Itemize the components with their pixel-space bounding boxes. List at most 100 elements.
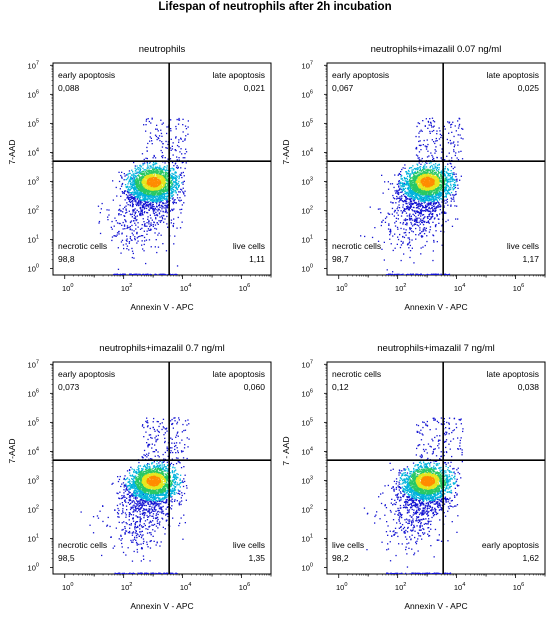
y-tick-label: 103 — [28, 475, 39, 485]
y-tick-label: 105 — [28, 417, 39, 427]
quadrant-label: live cells — [233, 540, 265, 550]
x-tick-label: 100 — [62, 283, 73, 293]
y-tick-label: 105 — [28, 118, 39, 128]
figure-title: Lifespan of neutrophils after 2h incubat… — [158, 1, 392, 13]
quadrant-value: 98,5 — [58, 553, 75, 563]
quadrant-value: 1,62 — [522, 553, 539, 563]
flow-plot-4: neutrophils+imazalil 7 ng/ml necrotic cel… — [281, 343, 546, 611]
quadrant-label: early apoptosis — [58, 369, 115, 379]
quadrant-label: necrotic cells — [58, 241, 107, 251]
y-tick-label: 100 — [28, 563, 39, 573]
plot-frame — [52, 62, 272, 276]
quadrant-value: 0,067 — [332, 83, 354, 93]
quadrant-value: 0,038 — [518, 382, 540, 392]
y-tick-label: 103 — [28, 176, 39, 186]
x-tick-label: 102 — [395, 582, 406, 592]
quadrant-label: necrotic cells — [58, 540, 107, 550]
quadrant-label: necrotic cells — [332, 369, 381, 379]
x-tick-label: 104 — [454, 283, 465, 293]
plot-frame — [326, 361, 546, 575]
y-tick-label: 103 — [302, 176, 313, 186]
x-tick-label: 104 — [454, 582, 465, 592]
quadrant-value: 98,7 — [332, 254, 349, 264]
quadrant-value: 0,060 — [244, 382, 266, 392]
x-tick-label: 100 — [336, 283, 347, 293]
event-dots — [80, 417, 190, 574]
x-tick-label: 104 — [180, 582, 191, 592]
y-tick-label: 106 — [302, 89, 313, 99]
y-tick-label: 106 — [302, 388, 313, 398]
y-tick-label: 105 — [302, 417, 313, 427]
quadrant-label: live cells — [233, 241, 265, 251]
x-tick-label: 102 — [121, 582, 132, 592]
quadrant-value: 1,11 — [249, 254, 265, 264]
y-axis-label: 7-AAD — [281, 140, 291, 165]
event-dots — [360, 117, 464, 275]
y-axis-label: 7-AAD — [7, 439, 17, 464]
x-tick-label: 100 — [336, 582, 347, 592]
y-tick-label: 104 — [28, 147, 39, 157]
y-axis-label: 7 - AAD — [281, 436, 291, 465]
panel-title: neutrophils+imazalil 0.07 ng/ml — [371, 44, 502, 55]
y-tick-label: 101 — [28, 235, 39, 245]
quadrant-value: 98,2 — [332, 553, 349, 563]
quadrant-value: 0,073 — [58, 382, 80, 392]
x-tick-label: 102 — [395, 283, 406, 293]
x-tick-label: 106 — [513, 283, 524, 293]
x-axis-label: Annexin V - APC — [130, 601, 193, 611]
quadrant-value: 0,025 — [518, 83, 540, 93]
quadrant-label: late apoptosis — [213, 369, 265, 379]
y-tick-label: 102 — [302, 504, 313, 514]
x-tick-label: 100 — [62, 582, 73, 592]
y-tick-label: 107 — [28, 359, 39, 369]
quadrant-value: 0,021 — [244, 83, 266, 93]
y-tick-label: 104 — [28, 446, 39, 456]
y-tick-label: 100 — [302, 563, 313, 573]
y-tick-label: 102 — [28, 504, 39, 514]
y-tick-label: 106 — [28, 89, 39, 99]
y-tick-label: 106 — [28, 388, 39, 398]
y-tick-label: 102 — [302, 205, 313, 215]
y-tick-label: 105 — [302, 118, 313, 128]
quadrant-value: 0,12 — [332, 382, 349, 392]
quadrant-value: 1,17 — [522, 254, 539, 264]
quadrant-label: late apoptosis — [213, 70, 265, 80]
quadrant-label: late apoptosis — [487, 70, 539, 80]
y-tick-label: 101 — [28, 534, 39, 544]
y-tick-label: 103 — [302, 475, 313, 485]
y-tick-label: 102 — [28, 205, 39, 215]
quadrant-label: early apoptosis — [58, 70, 115, 80]
quadrant-label: live cells — [507, 241, 539, 251]
flow-plot-2: neutrophils+imazalil 0.07 ng/ml early apo… — [281, 44, 546, 312]
y-tick-label: 100 — [28, 264, 39, 274]
quadrant-value: 1,35 — [248, 553, 265, 563]
x-tick-label: 106 — [513, 582, 524, 592]
x-tick-label: 106 — [239, 582, 250, 592]
y-tick-label: 101 — [302, 235, 313, 245]
x-tick-label: 102 — [121, 283, 132, 293]
y-tick-label: 104 — [302, 446, 313, 456]
quadrant-label: necrotic cells — [332, 241, 381, 251]
quadrant-value: 98,8 — [58, 254, 75, 264]
y-axis-label: 7-AAD — [7, 140, 17, 165]
flow-plot-1: neutrophils early apoptosis 0,088 late apop… — [7, 44, 272, 312]
panel-title: neutrophils — [139, 44, 186, 55]
panel-title: neutrophils+imazalil 7 ng/ml — [377, 343, 495, 354]
x-tick-label: 104 — [180, 283, 191, 293]
x-axis-label: Annexin V - APC — [130, 302, 193, 312]
x-tick-label: 106 — [239, 283, 250, 293]
quadrant-value: 0,088 — [58, 83, 80, 93]
y-tick-label: 107 — [302, 359, 313, 369]
x-axis-label: Annexin V - APC — [404, 302, 467, 312]
quadrant-label: early apoptosis — [332, 70, 389, 80]
quadrant-label: early apoptosis — [482, 540, 539, 550]
quadrant-label: late apoptosis — [487, 369, 539, 379]
quadrant-label: live cells — [332, 540, 364, 550]
panel-title: neutrophils+imazalil 0.7 ng/ml — [99, 343, 224, 354]
y-tick-label: 101 — [302, 534, 313, 544]
x-axis-label: Annexin V - APC — [404, 601, 467, 611]
y-tick-label: 107 — [302, 60, 313, 70]
flow-plot-3: neutrophils+imazalil 0.7 ng/ml early apop… — [7, 343, 272, 611]
y-tick-label: 104 — [302, 147, 313, 157]
